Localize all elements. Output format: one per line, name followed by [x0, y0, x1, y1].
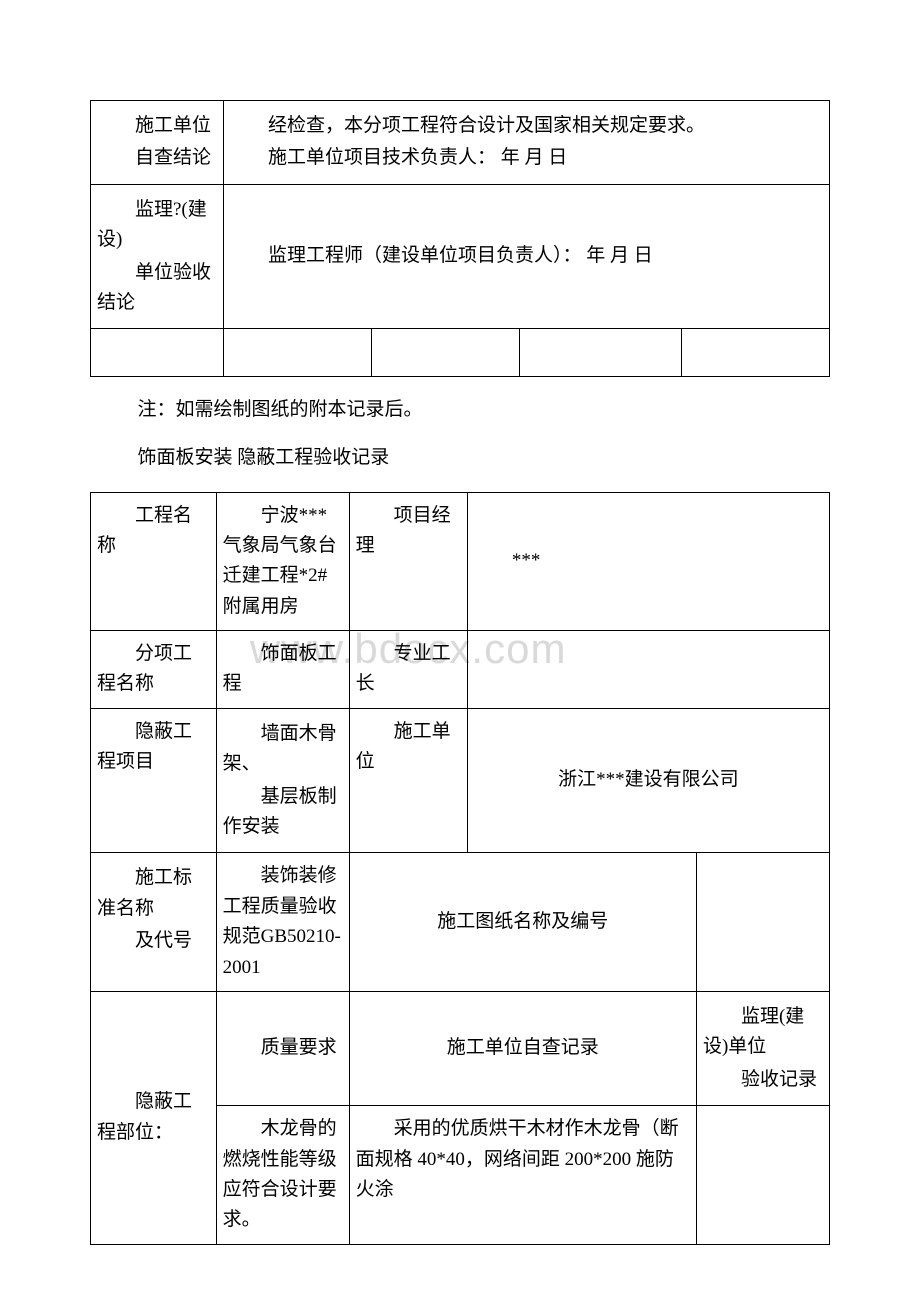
- value-text: 浙江***建设有限公司: [558, 769, 739, 790]
- quality-req-label: 质量要求: [216, 991, 349, 1105]
- req-row1-supervision: [696, 1106, 829, 1245]
- value-text: 墙面木骨架、: [223, 719, 343, 780]
- standard-label: 施工标准名称 及代号: [91, 853, 217, 992]
- label-text: 分项工程名称: [97, 639, 210, 700]
- label-text: 施工单位: [356, 717, 461, 778]
- value-text: 木龙骨的燃烧性能等级应符合设计要求。: [223, 1114, 343, 1236]
- label-text: 隐蔽工程项目: [97, 717, 210, 778]
- project-name-label: 工程名称: [91, 492, 217, 631]
- record-table: 工程名称 宁波***气象局气象台迁建工程*2#附属用房 项目经理 *** 分项工…: [90, 492, 830, 1245]
- standard-value: 装饰装修工程质量验收规范GB50210-2001: [216, 853, 349, 992]
- label-text: 施工单位: [97, 111, 217, 141]
- hidden-part-label: 隐蔽工程部位：: [91, 991, 217, 1244]
- label-text: 单位验收结论: [97, 258, 217, 319]
- drawing-label: 施工图纸名称及编号: [349, 853, 696, 992]
- content-text: 监理工程师（建设单位项目负责人）： 年 月 日: [230, 241, 823, 271]
- table-row: 施工单位 自查结论 经检查，本分项工程符合设计及国家相关规定要求。 施工单位项目…: [91, 101, 830, 185]
- label-text: 质量要求: [223, 1033, 343, 1063]
- table-row: 工程名称 宁波***气象局气象台迁建工程*2#附属用房 项目经理 ***: [91, 492, 830, 631]
- construction-unit-label: 施工单位: [349, 708, 467, 853]
- value-text: 饰面板工程: [223, 639, 343, 700]
- empty-cell: [682, 329, 830, 376]
- label-text: 项目经理: [356, 501, 461, 562]
- drawing-value: [696, 853, 829, 992]
- req-row1-content: 采用的优质烘干木材作木龙骨（断面规格 40*40，网络间距 200*200 施防…: [349, 1106, 696, 1245]
- empty-cell: [224, 329, 372, 376]
- label-text: 施工图纸名称及编号: [437, 911, 608, 932]
- self-check-content: 经检查，本分项工程符合设计及国家相关规定要求。 施工单位项目技术负责人： 年 月…: [224, 101, 830, 185]
- label-text: 验收记录: [703, 1065, 823, 1095]
- conclusion-table: 施工单位 自查结论 经检查，本分项工程符合设计及国家相关规定要求。 施工单位项目…: [90, 100, 830, 377]
- value-text: 宁波***气象局气象台迁建工程*2#附属用房: [223, 501, 343, 623]
- sub-project-value: 饰面板工程: [216, 631, 349, 709]
- label-text: 自查结论: [97, 143, 217, 173]
- content-text: 经检查，本分项工程符合设计及国家相关规定要求。: [230, 111, 823, 141]
- table-row: 监理?(建设) 单位验收结论 监理工程师（建设单位项目负责人）： 年 月 日: [91, 184, 830, 329]
- value-text: 基层板制作安装: [223, 782, 343, 843]
- value-text: ***: [474, 546, 823, 576]
- sub-project-label: 分项工程名称: [91, 631, 217, 709]
- project-name-value: 宁波***气象局气象台迁建工程*2#附属用房: [216, 492, 349, 631]
- foreman-label: 专业工长: [349, 631, 467, 709]
- label-text: 监理(建设)单位: [703, 1002, 823, 1063]
- supervision-conclusion-content: 监理工程师（建设单位项目负责人）： 年 月 日: [224, 184, 830, 329]
- label-text: 施工标准名称: [97, 863, 210, 924]
- table-row: 分项工程名称 饰面板工程 专业工长: [91, 631, 830, 709]
- foreman-value: [467, 631, 829, 709]
- page-content: 施工单位 自查结论 经检查，本分项工程符合设计及国家相关规定要求。 施工单位项目…: [90, 100, 830, 1245]
- construction-unit-value: 浙江***建设有限公司: [467, 708, 829, 853]
- label-text: 施工单位自查记录: [447, 1037, 599, 1058]
- label-text: 工程名称: [97, 501, 210, 562]
- value-text: 装饰装修工程质量验收规范GB50210-2001: [223, 861, 343, 983]
- table-row: 隐蔽工程项目 墙面木骨架、 基层板制作安装 施工单位 浙江***建设有限公司: [91, 708, 830, 853]
- supervision-header: 监理(建设)单位 验收记录: [696, 991, 829, 1105]
- req-row1-label: 木龙骨的燃烧性能等级应符合设计要求。: [216, 1106, 349, 1245]
- label-text: 专业工长: [356, 639, 461, 700]
- pm-label: 项目经理: [349, 492, 467, 631]
- section-title: 饰面板安装 隐蔽工程验收记录: [90, 443, 830, 473]
- supervision-conclusion-label: 监理?(建设) 单位验收结论: [91, 184, 224, 329]
- note-paragraph: 注：如需绘制图纸的附本记录后。: [90, 395, 830, 425]
- table-row: [91, 329, 830, 376]
- empty-cell: [519, 329, 682, 376]
- hidden-item-value: 墙面木骨架、 基层板制作安装: [216, 708, 349, 853]
- table-row: 隐蔽工程部位： 质量要求 施工单位自查记录 监理(建设)单位 验收记录: [91, 991, 830, 1105]
- table-row: 施工标准名称 及代号 装饰装修工程质量验收规范GB50210-2001 施工图纸…: [91, 853, 830, 992]
- content-text: 施工单位项目技术负责人： 年 月 日: [230, 143, 823, 173]
- self-check-label: 施工单位 自查结论: [91, 101, 224, 185]
- label-text: 监理?(建设): [97, 195, 217, 256]
- empty-cell: [91, 329, 224, 376]
- pm-value: ***: [467, 492, 829, 631]
- hidden-item-label: 隐蔽工程项目: [91, 708, 217, 853]
- value-text: 采用的优质烘干木材作木龙骨（断面规格 40*40，网络间距 200*200 施防…: [356, 1114, 690, 1205]
- label-text: 隐蔽工程部位：: [97, 1087, 210, 1148]
- empty-cell: [371, 329, 519, 376]
- self-check-header: 施工单位自查记录: [349, 991, 696, 1105]
- label-text: 及代号: [97, 926, 210, 956]
